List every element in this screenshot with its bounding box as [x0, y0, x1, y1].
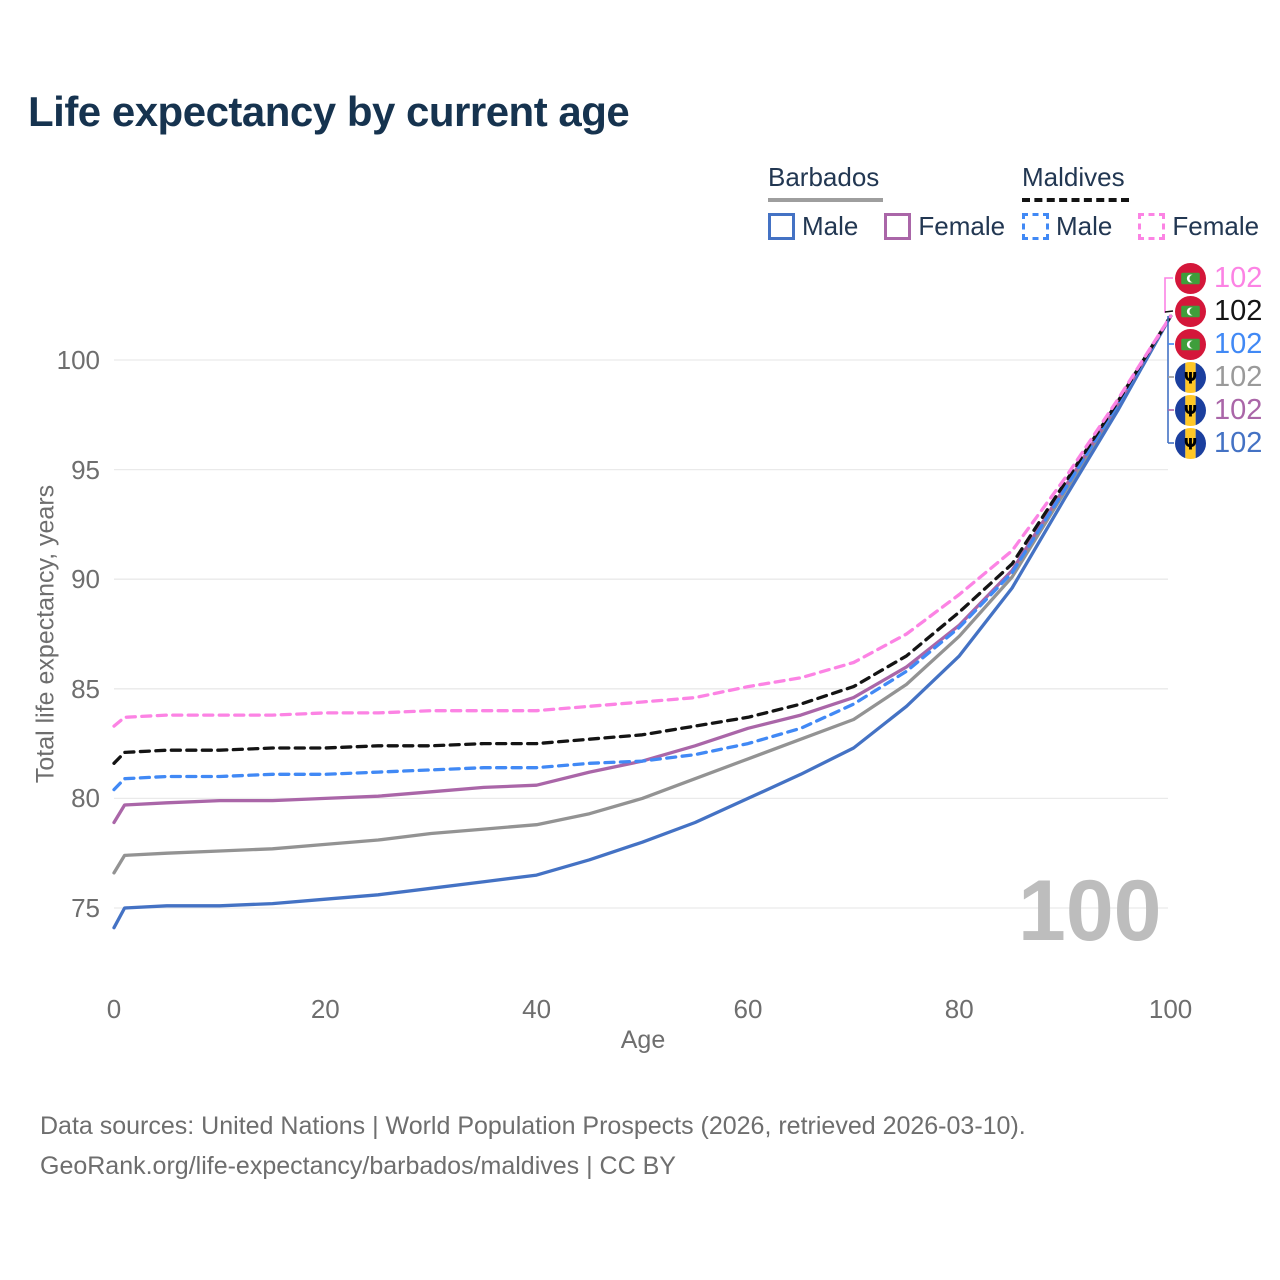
end-label-barbados-female: Ψ 102	[1175, 394, 1262, 426]
end-value-barbados-male: 102	[1214, 426, 1263, 459]
end-value-maldives-both: 102	[1214, 294, 1263, 327]
legend-swatch-maldives-female	[1138, 213, 1166, 240]
x-tick-60: 60	[733, 994, 763, 1024]
series-line-maldives-female[interactable]	[112, 314, 1173, 728]
maldives-flag-icon	[1175, 262, 1206, 294]
y-tick-75: 75	[71, 893, 100, 923]
end-value-barbados-female: 102	[1214, 393, 1263, 426]
end-label-maldives-both: 102	[1175, 295, 1262, 327]
barbados-flag-icon: Ψ	[1175, 394, 1206, 426]
x-tick-0: 0	[106, 994, 122, 1024]
x-axis-title: Age	[620, 1026, 666, 1054]
series-line-barbados-both[interactable]	[112, 314, 1173, 875]
legend-item-maldives-male[interactable]: Male	[1022, 211, 1112, 242]
x-tick-100: 100	[1148, 994, 1193, 1024]
legend-item-barbados-male[interactable]: Male	[768, 211, 858, 242]
legend-swatch-maldives-male	[1022, 213, 1049, 240]
maldives-flag-icon	[1175, 295, 1206, 327]
chart-title: Life expectancy by current age	[28, 88, 630, 135]
end-value-maldives-male: 102	[1214, 327, 1263, 360]
y-tick-100: 100	[56, 345, 100, 375]
series-line-barbados-female[interactable]	[112, 314, 1173, 825]
barbados-flag-icon: Ψ	[1175, 427, 1206, 459]
legend-label-maldives-male: Male	[1056, 211, 1113, 241]
end-label-barbados-both: Ψ 102	[1175, 361, 1262, 393]
legend-group-maldives-title: Maldives	[1022, 162, 1129, 202]
footer-attribution: GeoRank.org/life-expectancy/barbados/mal…	[40, 1152, 676, 1180]
y-tick-90: 90	[71, 564, 100, 595]
legend-label-barbados-female: Female	[918, 211, 1006, 241]
leader-maldives-female	[1164, 277, 1173, 313]
svg-text:Ψ: Ψ	[1184, 435, 1197, 453]
end-label-maldives-female: 102	[1175, 262, 1262, 294]
barbados-flag-icon: Ψ	[1175, 361, 1206, 393]
leader-maldives-both	[1164, 310, 1174, 313]
footer: Data sources: United Nations | World Pop…	[40, 1106, 1026, 1186]
legend-item-barbados-female[interactable]: Female	[884, 211, 1005, 242]
x-tick-80: 80	[944, 994, 974, 1024]
y-tick-80: 80	[71, 783, 100, 814]
legend-item-maldives-female[interactable]: Female	[1138, 211, 1259, 242]
x-tick-40: 40	[522, 994, 552, 1024]
age-watermark: 100	[1018, 863, 1162, 959]
legend-label-maldives-female: Female	[1172, 211, 1260, 241]
series-line-maldives-both[interactable]	[112, 314, 1173, 765]
legend-group-maldives: Maldives Male Female	[1022, 162, 1259, 242]
legend-group-barbados-title: Barbados	[768, 162, 884, 202]
end-value-maldives-female: 102	[1214, 261, 1263, 294]
legend-label-barbados-male: Male	[802, 211, 859, 241]
legend-group-barbados: Barbados Male Female	[768, 162, 1005, 242]
series-line-barbados-male[interactable]	[112, 314, 1173, 930]
end-value-barbados-both: 102	[1214, 360, 1263, 393]
svg-text:Ψ: Ψ	[1184, 402, 1197, 420]
legend-swatch-barbados-male	[768, 213, 795, 240]
y-tick-95: 95	[71, 454, 100, 485]
end-label-barbados-male: Ψ 102	[1175, 427, 1262, 459]
x-tick-20: 20	[310, 994, 340, 1024]
end-label-maldives-male: 102	[1175, 328, 1262, 360]
footer-sources: Data sources: United Nations | World Pop…	[40, 1112, 1026, 1140]
y-tick-85: 85	[71, 673, 100, 704]
maldives-flag-icon	[1175, 328, 1206, 360]
legend-swatch-barbados-female	[884, 213, 912, 240]
svg-text:Ψ: Ψ	[1184, 369, 1197, 387]
series-line-maldives-male[interactable]	[112, 314, 1173, 792]
